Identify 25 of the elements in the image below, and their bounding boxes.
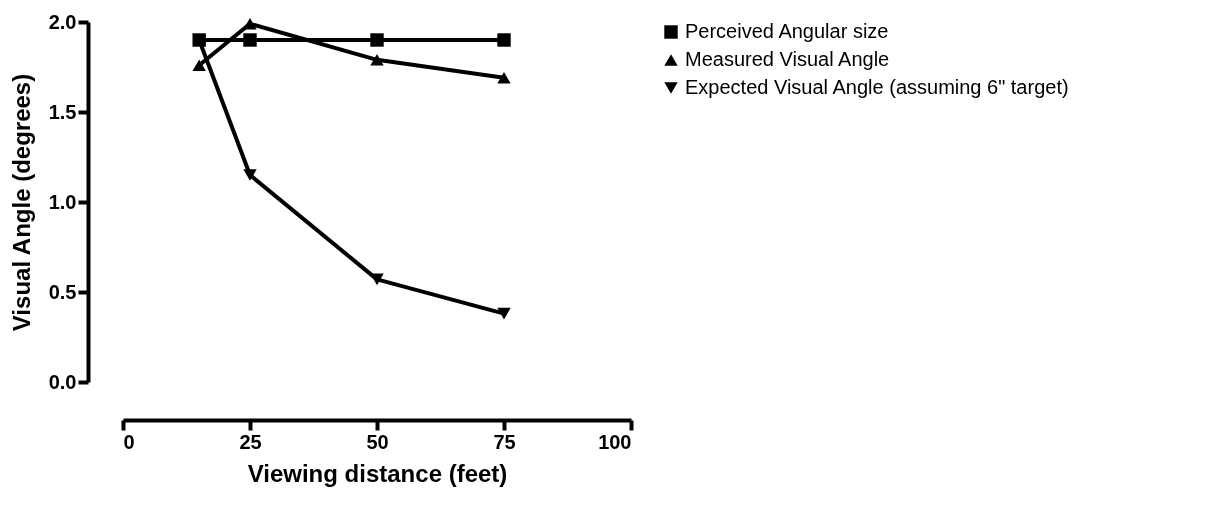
point xyxy=(370,53,384,66)
x-tick-label: 75 xyxy=(493,430,516,453)
legend-label: Measured Visual Angle xyxy=(685,48,890,70)
point xyxy=(497,307,511,320)
point xyxy=(243,169,257,181)
legend-label: Expected Visual Angle (assuming 6" target) xyxy=(685,76,1069,98)
x-tick-label: 50 xyxy=(366,430,389,453)
point xyxy=(497,33,511,47)
y-tick-label: 1.0 xyxy=(48,190,77,213)
legend-label: Perceived Angular size xyxy=(685,20,889,42)
point xyxy=(192,59,206,72)
y-tick-label: 1.5 xyxy=(48,100,77,123)
x-tick-label: 0 xyxy=(123,430,135,453)
point xyxy=(497,71,511,84)
point xyxy=(243,33,257,47)
point xyxy=(243,17,257,30)
x-tick-label: 25 xyxy=(239,430,262,453)
point xyxy=(370,273,384,286)
y-tick-label: 0.5 xyxy=(48,280,77,303)
point xyxy=(370,33,384,47)
x-tick-label: 100 xyxy=(598,430,632,453)
y-tick-label: 2.0 xyxy=(48,10,77,33)
y-axis-title: Visual Angle (degrees) xyxy=(7,73,35,332)
x-axis-title: Viewing distance (feet) xyxy=(247,459,508,487)
y-tick-label: 0.0 xyxy=(48,370,77,393)
